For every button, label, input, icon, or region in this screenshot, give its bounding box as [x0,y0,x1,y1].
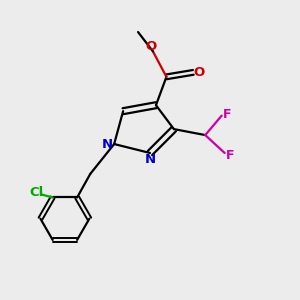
Text: N: N [144,153,156,166]
Text: F: F [226,149,234,162]
Text: O: O [145,40,156,53]
Text: N: N [102,137,113,151]
Text: O: O [194,66,205,79]
Text: Cl: Cl [29,187,44,200]
Text: F: F [223,108,231,121]
